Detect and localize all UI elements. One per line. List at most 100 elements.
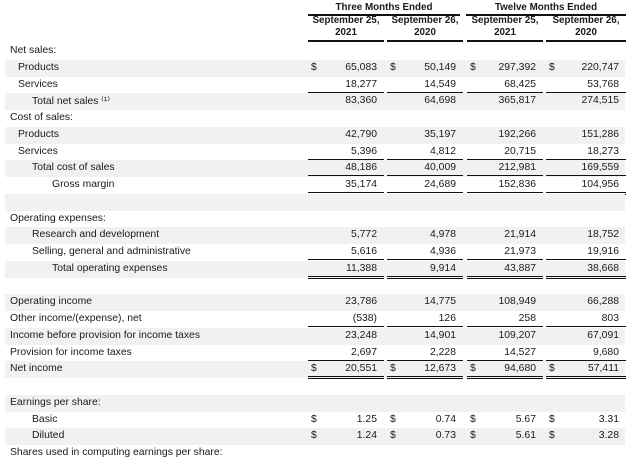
value-cell: $50,149 [387,60,463,75]
currency-symbol: $ [311,363,317,375]
row-label: Earnings per share: [10,396,101,408]
value: 151,286 [581,128,619,140]
value: 43,887 [504,262,536,274]
table-row: Research and development 5,772 4,978 21,914… [0,227,640,244]
column-header: September 25, 2021 [467,15,543,42]
currency-symbol: $ [470,61,476,73]
value: 40,009 [424,162,456,174]
table-row: Selling, general and administrative 5,616… [0,244,640,261]
table-row: Products 42,790 35,197 192,266 151,286 [0,126,640,144]
table-row: Cost of sales: [0,110,640,127]
table-row: Services 5,396 4,812 20,715 18,273 [0,144,640,161]
table-row: Gross margin 35,174 24,689 152,836 104,956 [0,177,640,195]
value-cell: 5,396 [308,144,384,160]
value-cell: 126 [387,311,463,327]
value-cell: 2,697 [308,345,384,361]
value: 1.24 [356,430,377,442]
currency-symbol: $ [311,413,317,425]
row-label: Net sales: [10,45,57,56]
value-cell: 18,273 [546,144,626,160]
value: 0.73 [435,430,456,442]
value-cell: 35,174 [308,177,384,195]
value-cell: 23,248 [308,328,384,343]
row-label: Net income [10,363,63,375]
value-cell: 212,981 [467,160,543,177]
value-cell: $65,083 [308,60,384,75]
value-cell: 18,277 [308,77,384,93]
value: 67,091 [587,329,619,341]
value-cell: 5,772 [308,227,384,242]
value: 14,549 [424,78,456,90]
currency-symbol: $ [470,363,476,375]
row-label: Total cost of sales [32,162,115,174]
value: 5.61 [515,430,536,442]
header-group-three-months: Three Months Ended [308,2,460,16]
value-cell: 40,009 [387,160,463,177]
value-cell: 9,680 [546,345,626,361]
table-row: Earnings per share: [0,394,640,412]
value: 20,551 [345,363,377,375]
value: 20,715 [504,145,536,157]
value-cell: $57,411 [546,361,626,380]
value-cell: 20,715 [467,144,543,160]
currency-symbol: $ [311,61,317,73]
spacer-row [0,278,640,295]
value-cell: 21,973 [467,244,543,260]
value: 57,411 [587,363,619,375]
value: 65,083 [345,61,377,73]
value-cell: $297,392 [467,60,543,75]
value-cell: 9,914 [387,261,463,279]
column-header: September 25, 2021 [308,15,384,42]
row-label: Cost of sales: [10,112,73,123]
value-cell: $0.73 [387,428,463,443]
value: 53,768 [587,78,619,90]
value-cell: 4,812 [387,144,463,160]
value: 109,207 [498,329,536,341]
row-label: Research and development [32,229,160,241]
currency-symbol: $ [470,413,476,425]
value-cell: 14,775 [387,294,463,309]
table-row: Provision for income taxes 2,697 2,228 14,5… [0,345,640,362]
value-cell: 23,786 [308,294,384,309]
value: 14,527 [504,346,536,358]
row-label: Total net sales ⁽¹⁾ [32,96,110,108]
value: 14,901 [424,329,456,341]
value-cell: 64,698 [387,93,463,108]
value-cell: 258 [467,311,543,327]
value: 0.74 [435,413,456,425]
row-label: Products [18,61,60,73]
row-label: Other income/(expense), net [10,313,142,324]
value-cell: 109,207 [467,328,543,343]
table-row: Operating income 23,786 14,775 108,949 66,28… [0,294,640,311]
currency-symbol: $ [549,61,555,73]
value-cell: $5.61 [467,428,543,443]
value-cell: $1.25 [308,412,384,427]
value-cell: 14,901 [387,328,463,343]
value: 1.25 [356,413,377,425]
value-cell: 18,752 [546,227,626,242]
value: 83,360 [345,95,377,107]
currency-symbol: $ [390,363,396,375]
value-cell: 2,228 [387,345,463,361]
row-label: Services [18,145,58,157]
table-row: Net income $20,551 $12,673 $94,680 $57,411 [0,361,640,380]
value: 35,197 [424,128,456,140]
value-cell: 53,768 [546,77,626,93]
value-cell: 5,616 [308,244,384,260]
value: 48,186 [345,162,377,174]
value: 4,978 [429,229,456,241]
value: 5,616 [350,246,377,257]
value: 18,277 [345,78,377,90]
value-cell: $20,551 [308,361,384,380]
value: 9,680 [592,346,619,358]
currency-symbol: $ [549,363,555,375]
value-cell: 169,559 [546,160,626,177]
value-cell: 11,388 [308,261,384,279]
row-label: Shares used in computing earnings per sh… [10,447,223,458]
column-header-year: 2020 [575,27,597,38]
value-cell: 66,288 [546,294,626,309]
row-label: Provision for income taxes [10,346,132,358]
value: 19,916 [587,246,619,257]
row-label: Operating expenses: [10,212,106,224]
value: 3.31 [598,413,619,425]
